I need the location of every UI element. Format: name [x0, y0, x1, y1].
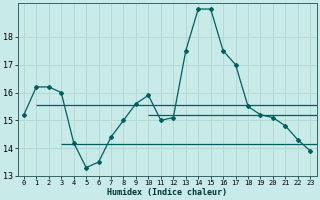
- X-axis label: Humidex (Indice chaleur): Humidex (Indice chaleur): [107, 188, 227, 197]
